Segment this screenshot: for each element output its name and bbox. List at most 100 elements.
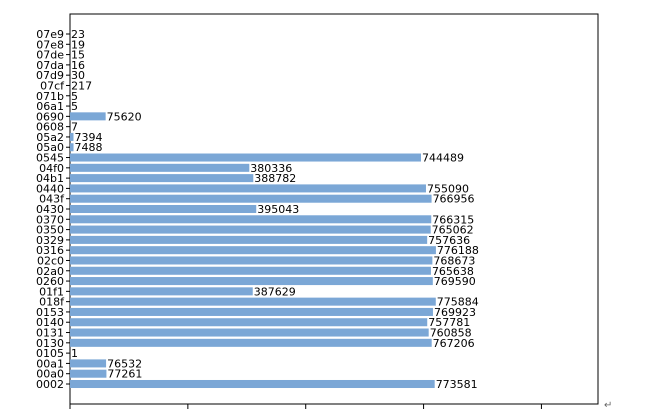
value-label: 5 (71, 90, 78, 103)
category-label: 05a0 (36, 141, 64, 154)
category-label: 00a1 (36, 357, 64, 370)
category-label: 0545 (36, 152, 64, 165)
bar-0545 (70, 153, 421, 162)
value-label: 766956 (433, 193, 475, 206)
value-label: 766315 (432, 213, 474, 226)
value-label: 77261 (107, 368, 142, 381)
bars (70, 29, 436, 389)
category-label: 0608 (36, 121, 64, 134)
value-label: 380336 (250, 162, 292, 175)
value-label: 387629 (254, 285, 296, 298)
category-label: 04b1 (36, 172, 64, 185)
value-label: 773581 (436, 378, 478, 391)
category-label: 071b (36, 90, 64, 103)
value-label: 7 (71, 121, 78, 134)
bar-05a2 (70, 132, 74, 141)
value-label: 19 (71, 38, 85, 51)
bar-00a0 (70, 369, 107, 378)
bar-05a0 (70, 143, 74, 152)
bar-02c0 (70, 256, 433, 265)
bar-0370 (70, 215, 432, 224)
category-label: 07da (36, 59, 64, 72)
bar-043f (70, 194, 432, 203)
category-label: 04f0 (39, 162, 64, 175)
category-label: 0350 (36, 224, 64, 237)
value-label: 5 (71, 100, 78, 113)
category-label: 0329 (36, 234, 64, 247)
category-label: 07cf (40, 79, 65, 92)
category-label: 00a0 (36, 368, 64, 381)
category-label: 0130 (36, 337, 64, 350)
category-label: 0002 (36, 378, 64, 391)
value-label: 768673 (433, 254, 475, 267)
value-label: 388782 (254, 172, 296, 185)
value-label: 775884 (437, 296, 479, 309)
category-label: 0105 (36, 347, 64, 360)
value-label: 7488 (75, 141, 103, 154)
value-label: 744489 (422, 152, 464, 165)
bar-01f1 (70, 287, 253, 296)
value-label: 765062 (432, 224, 474, 237)
category-labels: 000200a000a101050130013101400153018f01f1… (36, 28, 70, 391)
category-label: 0316 (36, 244, 64, 257)
bar-0140 (70, 318, 428, 327)
value-label: 7394 (74, 131, 102, 144)
value-label: 765638 (432, 265, 474, 278)
category-label: 0140 (36, 316, 64, 329)
category-label: 07de (36, 49, 64, 62)
bar-0690 (70, 112, 106, 121)
value-label: 760858 (430, 327, 472, 340)
value-label: 30 (71, 69, 85, 82)
bar-04b1 (70, 174, 254, 183)
bar-00a1 (70, 359, 107, 368)
value-label: 395043 (257, 203, 299, 216)
category-label: 07e8 (36, 38, 64, 51)
category-label: 043f (39, 193, 65, 206)
value-label: 767206 (433, 337, 475, 350)
value-label: 769923 (434, 306, 476, 319)
category-label: 01f1 (39, 285, 64, 298)
bar-018f (70, 297, 436, 306)
category-label: 0690 (36, 110, 64, 123)
category-label: 0370 (36, 213, 64, 226)
bar-02a0 (70, 266, 431, 275)
category-label: 0430 (36, 203, 64, 216)
x-ticks (69, 404, 542, 409)
bar-0350 (70, 225, 431, 234)
bar-04f0 (70, 163, 250, 172)
bar-0131 (70, 328, 429, 337)
return-mark: ↵ (604, 400, 613, 411)
category-label: 0131 (36, 327, 64, 340)
value-label: 776188 (437, 244, 479, 257)
category-label: 0440 (36, 182, 64, 195)
bar-0329 (70, 235, 428, 244)
bar-0153 (70, 307, 433, 316)
value-label: 76532 (107, 357, 142, 370)
bar-0440 (70, 184, 426, 193)
category-label: 0260 (36, 275, 64, 288)
value-label: 757781 (428, 316, 470, 329)
bar-0316 (70, 246, 436, 255)
category-label: 02a0 (36, 265, 64, 278)
category-label: 06a1 (36, 100, 64, 113)
value-label: 757636 (428, 234, 470, 247)
value-label: 75620 (107, 110, 142, 123)
bar-0130 (70, 338, 432, 347)
category-label: 07e9 (36, 28, 64, 41)
bar-0430 (70, 204, 257, 214)
value-label: 23 (71, 28, 85, 41)
value-label: 217 (71, 79, 92, 92)
category-label: 02c0 (37, 254, 64, 267)
value-label: 16 (71, 59, 85, 72)
category-label: 05a2 (36, 131, 64, 144)
value-label: 769590 (434, 275, 476, 288)
value-label: 15 (71, 49, 85, 62)
value-label: 755090 (427, 182, 469, 195)
bar-0002 (70, 379, 435, 389)
category-label: 07d9 (36, 69, 64, 82)
value-label: 1 (71, 347, 78, 360)
bar-0260 (70, 277, 433, 286)
category-label: 018f (39, 296, 65, 309)
